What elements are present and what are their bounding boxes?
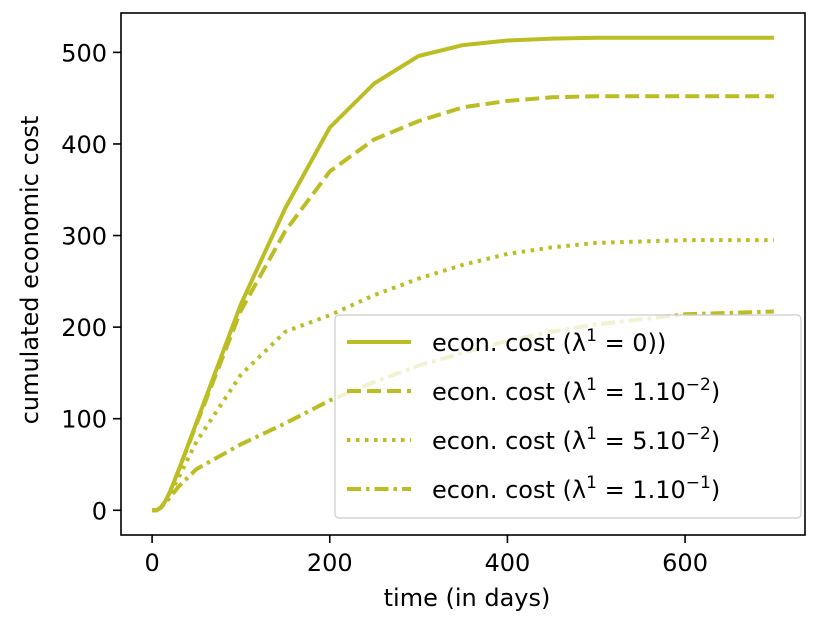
series-line-1 [152, 35, 774, 513]
x-tick-label: 0 [144, 549, 159, 577]
y-axis-label: cumulated economic cost [16, 116, 44, 425]
legend-box [334, 314, 802, 519]
legend-label-1: econ. cost (λ1 = 0)) [432, 326, 666, 357]
y-tick-label: 400 [61, 131, 107, 159]
plot-frame [120, 12, 806, 536]
y-tick-label: 100 [61, 406, 107, 434]
x-axis-label: time (in days) [384, 584, 551, 612]
y-tick-label: 300 [61, 223, 107, 251]
legend-label-4: econ. cost (λ1 = 1.10−1) [432, 473, 720, 504]
y-axis-ticks: 0 100 200 300 400 500 [61, 39, 121, 525]
legend: econ. cost (λ1 = 0)) econ. cost (λ1 = 1.1… [334, 314, 802, 519]
series-line-3 [152, 238, 774, 513]
y-tick-label: 200 [61, 314, 107, 342]
legend-label-3: econ. cost (λ1 = 5.10−2) [432, 424, 720, 455]
y-tick-label: 0 [92, 497, 107, 525]
legend-label-2: econ. cost (λ1 = 1.10−2) [432, 375, 720, 406]
x-axis-ticks: 0 200 400 600 [144, 535, 708, 577]
x-tick-label: 200 [307, 549, 353, 577]
y-tick-label: 500 [61, 39, 107, 67]
x-tick-label: 600 [662, 549, 708, 577]
series-line-2 [152, 94, 774, 513]
x-tick-label: 400 [485, 549, 531, 577]
